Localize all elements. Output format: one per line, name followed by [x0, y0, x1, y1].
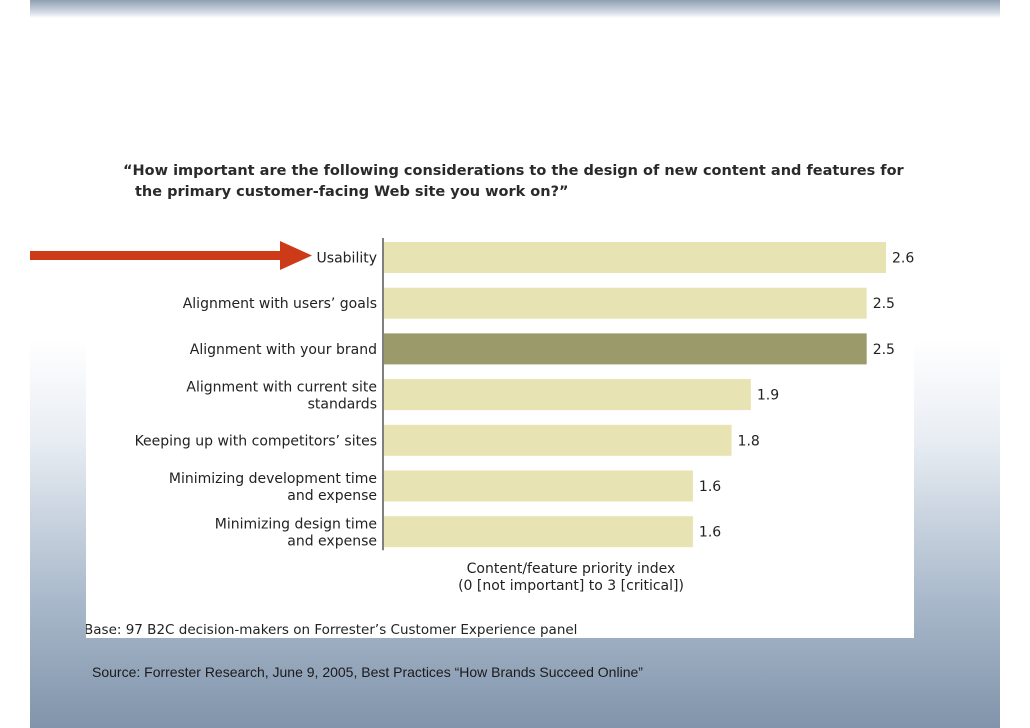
- category-label-6-line-0: Minimizing design time: [215, 517, 377, 533]
- value-label-2: 2.5: [873, 342, 895, 358]
- bar-2: [384, 333, 867, 365]
- question-line-2: the primary customer-facing Web site you…: [135, 184, 569, 200]
- x-axis-title-line-0: Content/feature priority index: [467, 561, 676, 577]
- category-label-1: Alignment with users’ goals: [183, 296, 377, 312]
- source-note: Source: Forrester Research, June 9, 2005…: [92, 664, 643, 680]
- arrow-head: [280, 241, 312, 270]
- base-note: Base: 97 B2C decision-makers on Forreste…: [86, 622, 577, 638]
- bars-layer: 2.6 Usability 2.5 Alignment with users’ goa…: [135, 238, 914, 551]
- x-axis-title-line-1: (0 [not important] to 3 [critical]): [458, 578, 684, 594]
- bar-0: [384, 242, 886, 273]
- category-label-4: Keeping up with competitors’ sites: [135, 433, 377, 449]
- bar-5: [384, 470, 693, 502]
- value-label-5: 1.6: [699, 479, 721, 495]
- category-label-5-line-0: Minimizing development time: [169, 471, 377, 487]
- category-label-3-line-0: Alignment with current site: [186, 380, 377, 396]
- value-label-0: 2.6: [892, 251, 914, 267]
- value-label-1: 2.5: [873, 296, 895, 312]
- category-label-0: Usability: [317, 251, 377, 267]
- bar-3: [384, 379, 751, 411]
- bar-chart: “How important are the following conside…: [86, 163, 914, 638]
- value-label-6: 1.6: [699, 525, 721, 541]
- bar-1: [384, 287, 867, 319]
- question-line-1: “How important are the following conside…: [123, 163, 905, 179]
- value-label-4: 1.8: [738, 433, 760, 449]
- category-label-2: Alignment with your brand: [190, 342, 377, 358]
- x-axis-title: Content/feature priority index(0 [not im…: [458, 561, 684, 594]
- chart-panel: “How important are the following conside…: [86, 18, 914, 638]
- category-label-5-line-1: and expense: [287, 488, 377, 504]
- highlight-arrow: [30, 241, 312, 270]
- bar-6: [384, 516, 693, 548]
- category-label-6-line-1: and expense: [287, 534, 377, 550]
- arrow-shaft: [30, 251, 282, 260]
- bar-4: [384, 424, 732, 456]
- category-label-3-line-1: standards: [308, 397, 377, 413]
- slide-top-strip: [30, 0, 1000, 18]
- value-label-3: 1.9: [757, 388, 779, 404]
